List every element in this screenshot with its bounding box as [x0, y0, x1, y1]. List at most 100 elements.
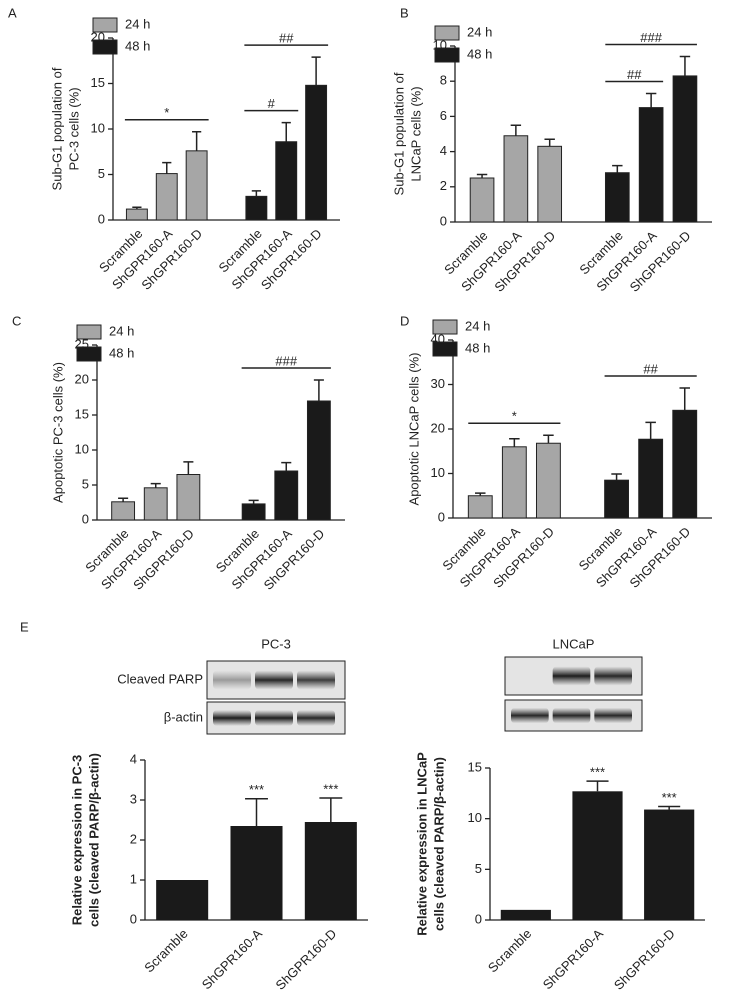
- y-axis-label: Relative expression in LNCaP: [414, 752, 429, 936]
- bar: [241, 503, 266, 521]
- y-axis-label: cells (cleaved PARP/β-actin): [431, 757, 446, 931]
- error-bar: [183, 461, 194, 475]
- bar: [125, 208, 148, 221]
- x-tick-label: Scramble: [485, 926, 534, 975]
- bar: [469, 177, 495, 223]
- error-bar: [311, 56, 321, 86]
- error-bar: [281, 461, 292, 471]
- bar: [305, 84, 328, 221]
- bar: [501, 446, 527, 519]
- blot-band: [213, 710, 251, 726]
- legend-label: 48 h: [125, 38, 150, 53]
- error-bar: [658, 805, 681, 810]
- y-tick-label: 10: [91, 120, 105, 135]
- bar: [467, 495, 493, 519]
- bar: [638, 107, 664, 223]
- error-bar: [251, 190, 261, 197]
- y-tick-label: 20: [431, 420, 445, 435]
- y-tick-label: 15: [91, 75, 105, 90]
- y-tick-label: 5: [475, 861, 482, 876]
- blot-band: [255, 670, 293, 690]
- y-tick-label: 6: [440, 108, 447, 123]
- bar: [503, 135, 529, 223]
- error-bar: [150, 482, 161, 488]
- panel-label: D: [400, 313, 409, 328]
- y-axis-label: cells (cleaved PARP/β-actin): [86, 753, 101, 927]
- blot-band: [552, 707, 591, 724]
- blot-band: [255, 710, 293, 726]
- error-bar: [509, 438, 520, 447]
- error-bar: [543, 434, 554, 444]
- bar: [572, 791, 623, 920]
- blot-band: [297, 710, 335, 726]
- x-tick-label: ShGPR160-D: [273, 926, 340, 993]
- legend-swatch: [76, 346, 102, 362]
- significance-label: #: [268, 96, 276, 111]
- error-bar: [319, 797, 343, 822]
- error-bar: [679, 387, 690, 411]
- bar: [185, 150, 208, 221]
- legend-label: 24 h: [125, 16, 150, 31]
- error-bar: [510, 124, 522, 136]
- error-bar: [281, 121, 291, 142]
- error-bar: [245, 798, 268, 826]
- blot-label: β-actin: [164, 709, 203, 724]
- significance-label: ***: [323, 781, 338, 796]
- y-axis-label: Apoptotic LNCaP cells (%): [406, 353, 421, 506]
- y-axis-label: Apoptotic PC-3 cells (%): [50, 362, 65, 503]
- bar: [143, 487, 168, 521]
- legend-label: 48 h: [467, 46, 492, 61]
- x-tick-label: ShGPR160-A: [199, 926, 266, 993]
- error-bar: [611, 473, 622, 481]
- significance-label: ##: [627, 67, 642, 82]
- legend-swatch: [92, 17, 118, 33]
- significance-label: ***: [662, 790, 677, 805]
- bar: [156, 880, 209, 920]
- legend-swatch: [434, 25, 460, 41]
- y-tick-label: 0: [98, 211, 105, 226]
- y-tick-label: 4: [440, 143, 447, 158]
- bar: [304, 822, 357, 920]
- error-bar: [645, 421, 656, 440]
- y-tick-label: 0: [438, 509, 445, 524]
- error-bar: [645, 92, 657, 108]
- legend-swatch: [92, 39, 118, 55]
- bar: [672, 409, 698, 519]
- y-tick-label: 2: [440, 178, 447, 193]
- y-tick-label: 10: [431, 465, 445, 480]
- bar: [111, 501, 136, 521]
- y-tick-label: 8: [440, 73, 447, 88]
- y-tick-label: 15: [468, 759, 482, 774]
- x-tick-label: Scramble: [141, 926, 190, 975]
- y-axis-label: LNCaP cells (%): [408, 86, 423, 181]
- bar: [604, 479, 630, 519]
- error-bar: [248, 499, 259, 504]
- legend-swatch: [76, 324, 102, 340]
- error-bar: [476, 173, 488, 178]
- y-tick-label: 10: [75, 441, 89, 456]
- y-axis-label: Sub-G1 population of: [391, 72, 406, 195]
- error-bar: [544, 138, 555, 147]
- y-tick-label: 15: [75, 406, 89, 421]
- blot-band: [594, 707, 632, 724]
- bar: [535, 442, 561, 519]
- y-tick-label: 5: [98, 166, 105, 181]
- y-tick-label: 10: [468, 810, 482, 825]
- legend-label: 48 h: [465, 340, 490, 355]
- significance-label: ***: [249, 782, 264, 797]
- blot-title: LNCaP: [553, 636, 595, 651]
- error-bar: [313, 379, 324, 401]
- y-tick-label: 4: [130, 751, 137, 766]
- significance-label: *: [512, 409, 517, 424]
- bar: [176, 474, 201, 521]
- significance-label: ##: [643, 361, 658, 376]
- legend-label: 24 h: [467, 24, 492, 39]
- error-bar: [192, 130, 202, 151]
- blot-band: [213, 670, 251, 690]
- bar: [230, 826, 283, 920]
- legend-label: 48 h: [109, 345, 134, 360]
- x-tick-label: ShGPR160-D: [626, 524, 693, 591]
- blot-band: [511, 707, 549, 724]
- y-tick-label: 0: [130, 911, 137, 926]
